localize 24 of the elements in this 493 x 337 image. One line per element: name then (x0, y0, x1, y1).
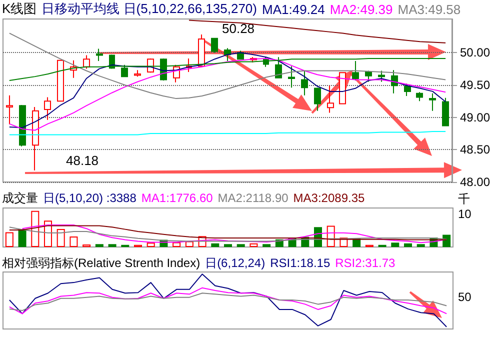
annotation: 48.18 (66, 153, 99, 168)
annotation: 50.28 (222, 21, 255, 36)
y-tick-label: 49.00 (460, 110, 490, 124)
text: MA1:1776.60 (141, 191, 213, 205)
chart-subtitle: 日(5,10,20) :3388 (43, 190, 136, 206)
text: RSI1:18.15 (270, 256, 330, 270)
y-axis-title: 千 (458, 191, 470, 208)
text: MA1:49.24 (262, 2, 325, 16)
text: RSI2:31.73 (335, 256, 396, 270)
y-tick-label: 48.00 (460, 175, 490, 189)
chart-title: K线图 (2, 0, 37, 18)
text: MA2:49.39 (330, 2, 393, 16)
y-tick-label: 49.50 (460, 78, 490, 92)
text: MA3:2089.35 (293, 191, 365, 205)
y-tick-label: 48.50 (460, 142, 490, 157)
text: 50 (458, 290, 472, 304)
chart-subtitle: 日移动平均线 日(5,10,22,66,135,270) (42, 0, 257, 18)
chart-subtitle: 日(6,12,24) (205, 254, 266, 272)
text: MA3:49.58 (398, 2, 461, 16)
chart-title: 成交量 (2, 190, 38, 206)
text: MA2:2118.90 (218, 191, 288, 205)
chart-title: 相对强弱指标(Relative Strenth Index) (2, 254, 200, 272)
y-tick-label: 50.00 (460, 46, 490, 60)
text: 10 (458, 207, 472, 221)
